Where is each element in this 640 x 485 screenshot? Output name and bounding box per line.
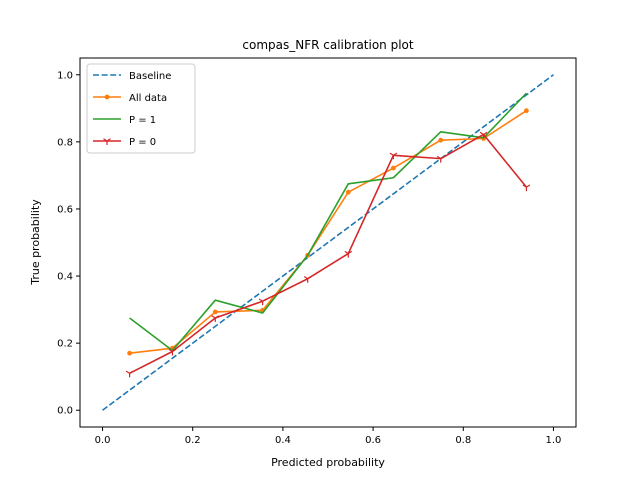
data-point-all-data: [127, 350, 132, 356]
x-axis-label: Predicted probability: [271, 456, 385, 469]
chart-title: compas_NFR calibration plot: [242, 38, 414, 52]
legend-item-p-0: P = 0: [93, 137, 156, 148]
y-axis-ticks: 0.0 0.2 0.4 0.6 0.8 1.0: [57, 70, 80, 417]
series-p-0: [125, 131, 531, 378]
legend: Baseline All data P = 1 P = 0: [86, 63, 196, 154]
x-axis-ticks: 0.0 0.2 0.4 0.6 0.8 1.0: [95, 427, 562, 446]
series-line-p-0: [129, 133, 528, 375]
x-tick-label: 0.2: [185, 435, 201, 446]
y-tick-label: 1.0: [57, 70, 73, 81]
legend-label: All data: [129, 93, 167, 104]
legend-box: [86, 63, 196, 154]
x-tick-label: 0.6: [365, 435, 381, 446]
data-point-all-data: [345, 189, 351, 195]
legend-item-baseline: Baseline: [93, 71, 171, 82]
data-point-p-0: [303, 276, 312, 283]
data-point-all-data: [212, 309, 218, 315]
legend-label: Baseline: [129, 71, 171, 82]
legend-label: P = 1: [129, 115, 156, 126]
data-point-p-0: [168, 348, 177, 356]
legend-marker: [103, 138, 111, 145]
data-point-p-0: [522, 184, 531, 192]
y-tick-label: 0.8: [57, 137, 73, 148]
legend-marker: [104, 94, 110, 100]
data-point-p-0: [389, 152, 398, 160]
data-point-p-0: [344, 250, 353, 258]
legend-item-p-1: P = 1: [93, 115, 156, 126]
series-line-all-data: [129, 109, 527, 354]
data-point-p-0: [436, 155, 445, 163]
data-point-all-data: [524, 108, 529, 114]
plot-content: [102, 74, 554, 411]
legend-label: P = 0: [129, 137, 156, 148]
plot-frame: [79, 57, 577, 428]
y-tick-label: 0.4: [57, 272, 73, 283]
x-tick-label: 0.4: [275, 435, 291, 446]
data-point-all-data: [438, 137, 444, 143]
data-point-p-0: [479, 131, 488, 139]
x-tick-label: 0.8: [455, 435, 471, 446]
data-point-p-0: [211, 315, 220, 322]
y-tick-label: 0.6: [57, 204, 73, 215]
legend-item-all-data: All data: [93, 93, 167, 104]
series-line-baseline: [102, 74, 554, 411]
series-baseline: [102, 74, 554, 411]
x-tick-label: 0.0: [95, 435, 111, 446]
data-point-p-0: [125, 370, 134, 378]
y-tick-label: 0.0: [57, 406, 73, 417]
series-p-1: [129, 92, 527, 352]
data-point-all-data: [390, 165, 396, 171]
y-tick-label: 0.2: [57, 339, 73, 350]
y-axis-label: True probability: [29, 199, 42, 286]
data-point-p-0: [258, 298, 267, 306]
x-tick-label: 1.0: [546, 435, 562, 446]
series-line-p-1: [129, 92, 527, 352]
